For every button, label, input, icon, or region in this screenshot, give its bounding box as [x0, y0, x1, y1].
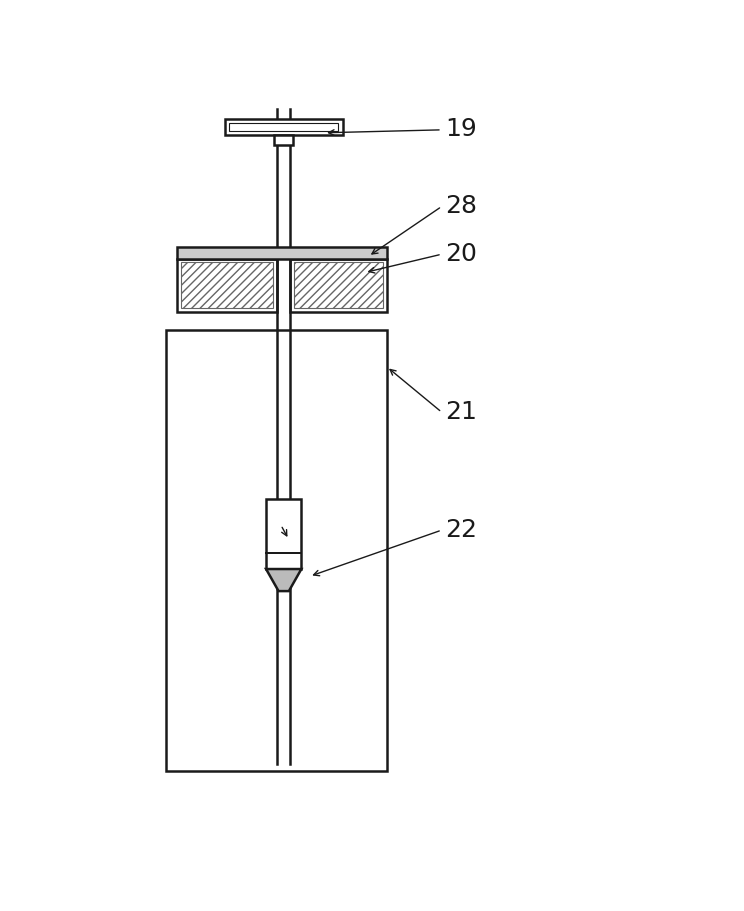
Bar [181, 263, 274, 309]
Polygon shape [266, 569, 301, 591]
Bar [177, 248, 387, 260]
Bar [177, 260, 277, 312]
Bar [166, 331, 387, 772]
Bar [266, 499, 301, 569]
Bar [274, 136, 293, 146]
Text: 19: 19 [446, 117, 478, 140]
Bar [290, 260, 387, 312]
Text: 22: 22 [446, 517, 478, 541]
Bar [225, 119, 342, 136]
Text: 21: 21 [446, 399, 478, 424]
Text: 20: 20 [446, 241, 478, 265]
Bar [229, 124, 339, 131]
Bar [294, 263, 383, 309]
Text: 28: 28 [446, 194, 478, 218]
